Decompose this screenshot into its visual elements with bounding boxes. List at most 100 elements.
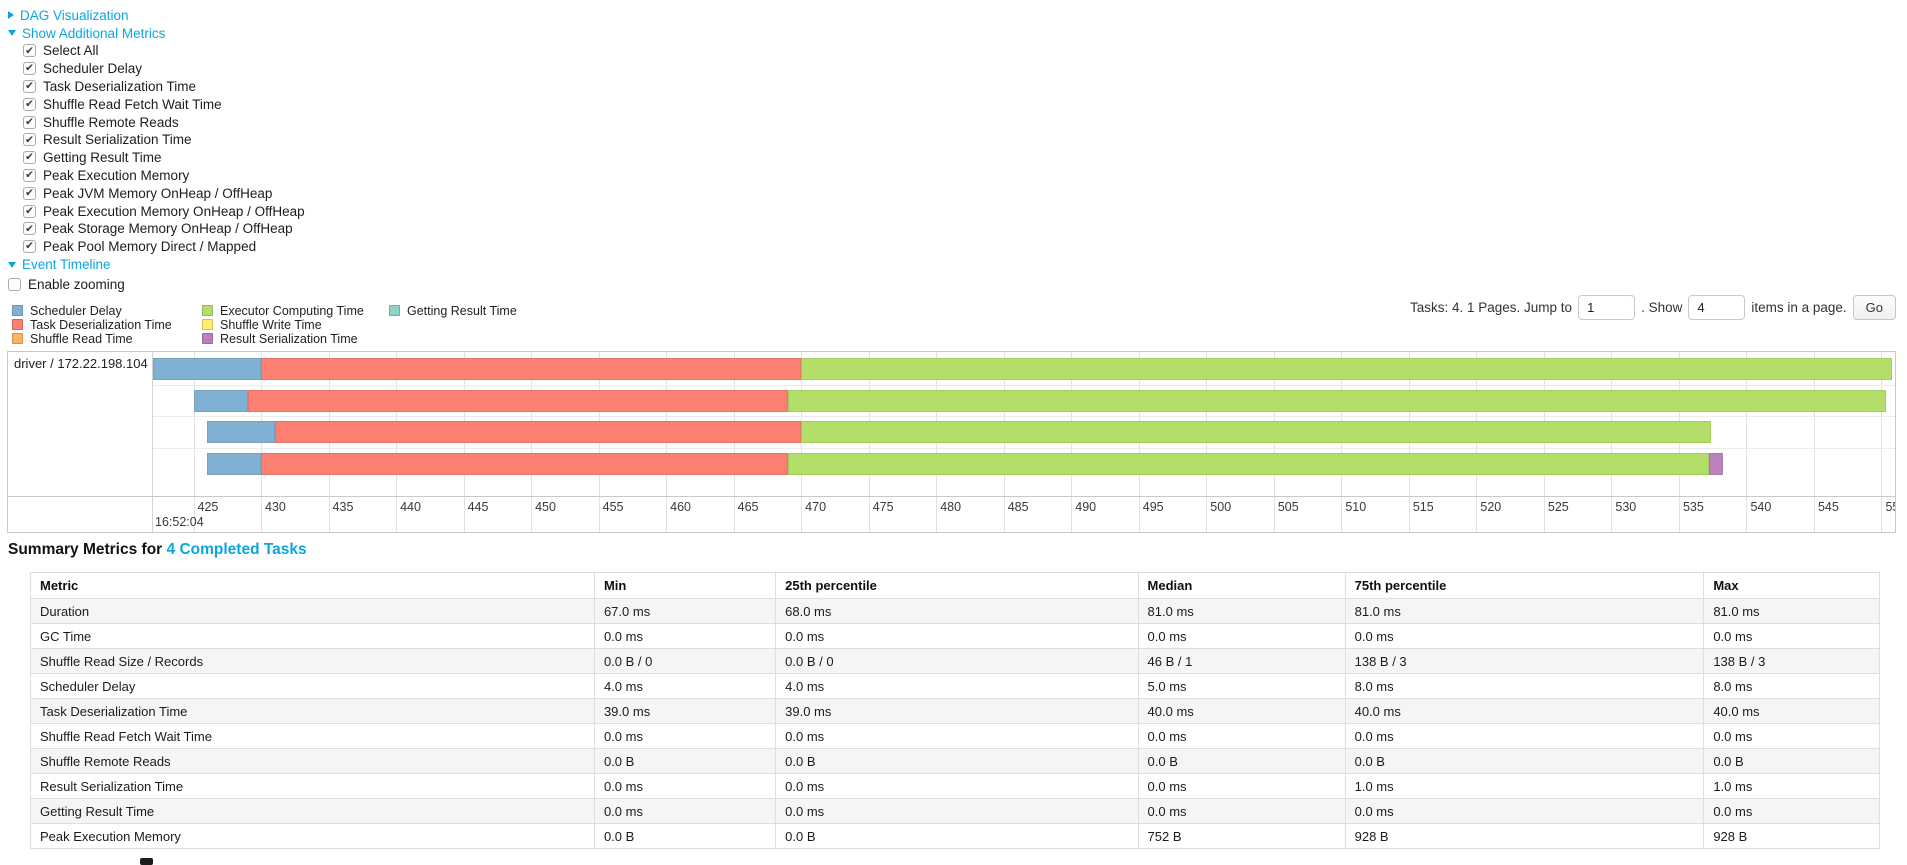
page-size-input[interactable] xyxy=(1688,295,1746,320)
metric-value-cell: 81.0 ms xyxy=(1137,598,1346,624)
metric-value-cell: 0.0 B xyxy=(1344,748,1705,774)
gridline xyxy=(396,497,398,532)
metric-name-cell: GC Time xyxy=(30,623,595,649)
metric-checkbox[interactable] xyxy=(23,168,36,182)
segment-executor-computing[interactable] xyxy=(801,421,1712,443)
summary-metrics-title: Summary Metrics for 4 Completed Tasks xyxy=(8,541,307,559)
axis-tick-label: 485 xyxy=(1007,500,1029,514)
axis-tick-label: 550 xyxy=(1885,500,1895,514)
gridline xyxy=(1476,497,1478,532)
metric-value-cell: 46 B / 1 xyxy=(1137,648,1346,674)
metric-checkbox-row[interactable]: Peak Storage Memory OnHeap / OffHeap xyxy=(8,220,305,238)
gridline xyxy=(1408,497,1410,532)
segment-executor-computing[interactable] xyxy=(787,390,1886,412)
segment-scheduler-delay[interactable] xyxy=(207,453,261,475)
summary-table-row: Scheduler Delay 4.0 ms 4.0 ms 5.0 ms 8.0 ms 8… xyxy=(30,673,1880,699)
metric-checkbox-row[interactable]: Select All xyxy=(8,42,305,60)
segment-task-deserialization[interactable] xyxy=(261,358,802,380)
segment-task-deserialization[interactable] xyxy=(274,421,802,443)
axis-tick-label: 465 xyxy=(737,500,759,514)
gridline xyxy=(193,352,195,496)
metric-checkbox[interactable] xyxy=(23,240,36,254)
metric-value-cell: 0.0 B xyxy=(1703,748,1880,774)
metric-value-cell: 0.0 ms xyxy=(1137,773,1346,799)
summary-table-row: Shuffle Read Size / Records 0.0 B / 0 0.0 … xyxy=(30,648,1880,674)
enable-zooming-checkbox[interactable] xyxy=(8,277,21,291)
segment-executor-computing[interactable] xyxy=(787,453,1709,475)
jump-to-page-input[interactable] xyxy=(1578,295,1636,320)
legend-item: Executor Computing Time xyxy=(202,304,364,318)
gridline xyxy=(1071,497,1073,532)
axis-tick-label: 535 xyxy=(1682,500,1704,514)
metric-checkbox-row[interactable]: Shuffle Read Fetch Wait Time xyxy=(8,95,305,113)
metric-checkbox[interactable] xyxy=(23,186,36,200)
metric-checkbox-row[interactable]: Scheduler Delay xyxy=(8,60,305,78)
summary-column-header: Metric xyxy=(30,572,595,599)
metric-checkbox-row[interactable]: Peak Pool Memory Direct / Mapped xyxy=(8,238,305,256)
metric-name-cell: Task Deserialization Time xyxy=(30,698,595,724)
metric-checkbox[interactable] xyxy=(23,151,36,165)
summary-table-row: GC Time 0.0 ms 0.0 ms 0.0 ms 0.0 ms 0.0 ms xyxy=(30,623,1880,649)
legend-label: Shuffle Read Time xyxy=(30,331,133,346)
gridline xyxy=(1813,352,1815,496)
segment-scheduler-delay[interactable] xyxy=(153,358,262,380)
show-additional-metrics-toggle[interactable]: Show Additional Metrics xyxy=(8,24,305,42)
metric-checkbox-row[interactable]: Result Serialization Time xyxy=(8,131,305,149)
enable-zooming-checkbox-row[interactable]: Enable zooming xyxy=(8,276,305,294)
dag-visualization-toggle[interactable]: DAG Visualization xyxy=(8,6,305,24)
metric-checkbox[interactable] xyxy=(23,62,36,76)
metric-checkbox-row[interactable]: Getting Result Time xyxy=(8,149,305,167)
completed-tasks-link[interactable]: 4 Completed Tasks xyxy=(166,541,307,558)
metric-value-cell: 0.0 ms xyxy=(775,623,1139,649)
metric-checkbox[interactable] xyxy=(23,79,36,93)
metric-checkbox[interactable] xyxy=(23,204,36,218)
legend-swatch-icon xyxy=(12,332,23,344)
metric-checkbox[interactable] xyxy=(23,115,36,129)
metric-value-cell: 0.0 B xyxy=(593,748,777,774)
segment-scheduler-delay[interactable] xyxy=(207,421,275,443)
metric-checkbox[interactable] xyxy=(23,97,36,111)
executor-group-label: driver / 172.22.198.104 xyxy=(14,356,148,371)
summary-column-header: Median xyxy=(1137,572,1346,599)
metric-checkbox-row[interactable]: Peak Execution Memory OnHeap / OffHeap xyxy=(8,202,305,220)
summary-table-row: Peak Execution Memory 0.0 B 0.0 B 752 B 928 … xyxy=(30,823,1880,849)
metric-value-cell: 1.0 ms xyxy=(1703,773,1880,799)
axis-tick-label: 475 xyxy=(872,500,894,514)
timeline-legend-column: Executor Computing Time Shuffle Write Tim… xyxy=(202,304,364,346)
segment-executor-computing[interactable] xyxy=(801,358,1893,380)
metric-checkbox-row[interactable]: Task Deserialization Time xyxy=(8,78,305,96)
gridline xyxy=(868,497,870,532)
metric-checkbox-row[interactable]: Peak Execution Memory xyxy=(8,167,305,185)
metric-checkbox-label: Peak Storage Memory OnHeap / OffHeap xyxy=(43,221,293,237)
segment-task-deserialization[interactable] xyxy=(261,453,788,475)
metric-value-cell: 0.0 ms xyxy=(1703,723,1880,749)
metric-value-cell: 0.0 ms xyxy=(593,723,777,749)
summary-column-header: Min xyxy=(593,572,777,599)
segment-result-serialization[interactable] xyxy=(1708,453,1724,475)
metric-checkbox-label: Task Deserialization Time xyxy=(43,78,197,94)
timeline-axis-labels: 425 430 435 440 445 450 455 460 465 470 475 480 485 4… xyxy=(153,497,1895,532)
axis-tick-label: 435 xyxy=(332,500,354,514)
timeline-axis: 425 430 435 440 445 450 455 460 465 470 475 480 485 4… xyxy=(8,496,1895,532)
metric-value-cell: 40.0 ms xyxy=(1344,698,1705,724)
segment-task-deserialization[interactable] xyxy=(247,390,788,412)
segment-scheduler-delay[interactable] xyxy=(193,390,248,412)
metric-checkbox[interactable] xyxy=(23,222,36,236)
gridline xyxy=(261,497,263,532)
dag-visualization-label: DAG Visualization xyxy=(20,7,129,23)
gridline xyxy=(1881,497,1883,532)
gridline xyxy=(801,497,803,532)
metric-checkbox-row[interactable]: Peak JVM Memory OnHeap / OffHeap xyxy=(8,184,305,202)
go-button[interactable]: Go xyxy=(1852,295,1896,320)
metric-checkbox[interactable] xyxy=(23,44,36,58)
summary-column-header: 25th percentile xyxy=(775,572,1139,599)
summary-table-row: Result Serialization Time 0.0 ms 0.0 ms 0.0… xyxy=(30,773,1880,799)
metric-value-cell: 0.0 ms xyxy=(1703,798,1880,824)
show-additional-metrics-label: Show Additional Metrics xyxy=(22,25,166,41)
metric-checkbox-row[interactable]: Shuffle Remote Reads xyxy=(8,113,305,131)
event-timeline-toggle[interactable]: Event Timeline xyxy=(8,256,305,274)
metric-checkbox-label: Select All xyxy=(43,43,99,59)
metric-checkbox-label: Shuffle Read Fetch Wait Time xyxy=(43,96,222,112)
metric-checkbox[interactable] xyxy=(23,133,36,147)
